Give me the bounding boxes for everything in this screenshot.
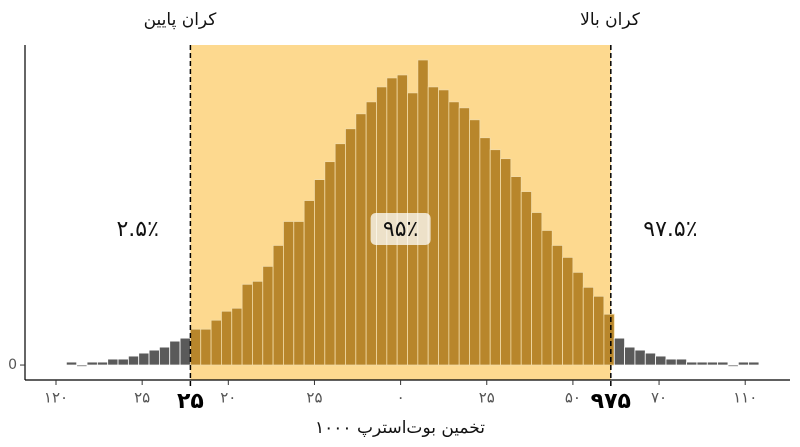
x-tick-label: ۲۰ xyxy=(220,389,236,407)
histogram-bar xyxy=(458,107,470,366)
x-tick-label: ۱۱۰ xyxy=(733,389,757,407)
histogram-bar xyxy=(489,149,501,366)
histogram-bar xyxy=(469,119,481,366)
histogram-bar xyxy=(231,307,243,366)
histogram-bar xyxy=(717,361,729,366)
histogram-bar xyxy=(148,349,160,366)
histogram-bar xyxy=(200,328,212,366)
histogram-bar xyxy=(96,361,109,366)
lower-bound-label: ۲۵ xyxy=(177,389,204,414)
histogram-bar xyxy=(65,361,78,366)
histogram-bar xyxy=(303,200,315,366)
x-tick-label: ۲۵ xyxy=(306,389,322,407)
histogram-bar xyxy=(86,361,98,366)
histogram-bar xyxy=(737,361,750,366)
histogram-bar xyxy=(169,340,181,366)
histogram-bar xyxy=(675,358,688,366)
histogram-bar xyxy=(158,346,171,366)
histogram-bar xyxy=(748,361,760,366)
left-annotation: ۲.۵٪ xyxy=(116,217,158,242)
histogram-bar xyxy=(221,310,233,366)
histogram-bar xyxy=(582,286,594,366)
right-annotation: ۹۷.۵٪ xyxy=(643,217,697,242)
lower-bound-title: کران پایین xyxy=(144,10,218,30)
histogram-bar xyxy=(603,313,615,366)
histogram-bar xyxy=(572,271,584,366)
histogram-bar xyxy=(314,179,326,366)
histogram-bar xyxy=(706,361,719,366)
middle-annotation: ۹۵٪ xyxy=(383,217,418,242)
histogram-bar xyxy=(138,352,150,366)
histogram-bar xyxy=(345,128,357,366)
histogram-bar xyxy=(479,137,491,366)
histogram-bar xyxy=(448,101,460,366)
x-tick-label: ۲۵ xyxy=(134,389,150,407)
histogram-bar xyxy=(293,221,305,366)
histogram-bar xyxy=(241,283,253,366)
x-tick-label: ۲۵ xyxy=(479,389,495,407)
histogram-bar xyxy=(634,349,646,366)
x-tick-label: ۷۰ xyxy=(651,389,667,407)
histogram-bar xyxy=(107,358,119,366)
histogram-bar xyxy=(272,245,284,366)
histogram-bar xyxy=(262,265,274,366)
histogram-bar xyxy=(644,352,657,366)
histogram-bar xyxy=(190,328,202,366)
histogram-bar xyxy=(613,337,625,366)
histogram-bar xyxy=(551,245,563,366)
histogram-bar xyxy=(510,176,522,366)
histogram-bar xyxy=(686,361,698,366)
histogram-bar xyxy=(500,158,512,366)
x-axis-title: ۱۰۰۰ تخمین بوت‌استرپ xyxy=(315,418,485,438)
histogram-bar xyxy=(438,89,450,366)
y-tick-label: 0 xyxy=(8,357,17,373)
histogram-bar xyxy=(696,361,708,366)
upper-bound-title: کران بالا xyxy=(580,10,641,30)
upper-bound-label: ۹۷۵ xyxy=(591,389,631,414)
histogram-bar xyxy=(252,280,264,366)
histogram-bar xyxy=(283,221,295,366)
histogram-bar xyxy=(655,355,667,366)
histogram-bar xyxy=(334,143,346,366)
histogram-bar xyxy=(520,191,532,366)
histogram-bar xyxy=(76,364,88,367)
histogram-bar xyxy=(127,355,140,366)
histogram-bar xyxy=(727,364,739,367)
histogram-bar xyxy=(324,161,336,366)
x-tick-label: ۰ xyxy=(397,389,405,407)
x-tick-label: ۱۲۰ xyxy=(44,389,68,407)
histogram-bar xyxy=(541,230,553,366)
middle-annotation-box xyxy=(370,213,431,245)
histogram-bar xyxy=(593,295,605,366)
histogram-bar xyxy=(665,358,677,366)
histogram-bar xyxy=(562,256,574,366)
histogram-bar xyxy=(355,113,367,366)
histogram-bar xyxy=(417,59,429,366)
histogram-bar xyxy=(179,337,191,366)
histogram-bar xyxy=(624,346,636,366)
histogram-bar xyxy=(210,319,222,366)
x-tick-label: ۵۰ xyxy=(565,389,581,407)
histogram-bar xyxy=(117,358,129,366)
histogram-bar xyxy=(531,212,543,366)
